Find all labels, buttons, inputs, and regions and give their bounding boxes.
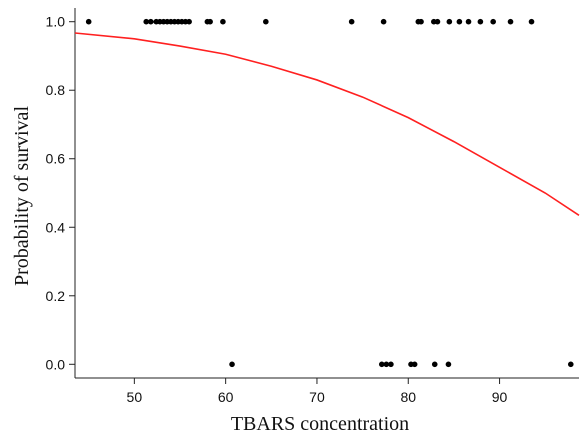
data-point	[348, 18, 355, 25]
data-point	[388, 361, 394, 368]
data-point	[431, 361, 438, 368]
y-tick-label: 0.0	[46, 356, 66, 372]
x-tick-label: 70	[309, 389, 325, 405]
data-point	[411, 361, 418, 368]
data-point	[147, 18, 154, 25]
data-point	[220, 18, 226, 25]
x-tick-label: 60	[218, 389, 234, 405]
data-point	[263, 18, 269, 25]
x-axis-title: TBARS concentration	[231, 413, 409, 435]
data-point	[186, 18, 192, 25]
x-tick-label: 50	[127, 389, 143, 405]
data-point	[380, 18, 387, 25]
data-point	[85, 18, 92, 25]
axes	[74, 8, 579, 379]
data-point	[445, 361, 452, 368]
data-point	[456, 18, 463, 25]
y-tick-label: 0.8	[46, 82, 66, 98]
data-point	[434, 18, 441, 25]
data-point	[378, 361, 385, 368]
data-point	[383, 361, 390, 368]
data-point	[507, 18, 514, 25]
data-point	[465, 18, 472, 25]
data-point	[477, 18, 484, 25]
data-point	[528, 18, 535, 25]
data-point	[207, 18, 213, 25]
data-point	[446, 18, 453, 25]
data-point	[143, 18, 150, 25]
data-point	[567, 361, 574, 368]
y-tick-label: 0.6	[46, 151, 66, 167]
x-tick-label: 80	[400, 389, 416, 405]
fitted-curve	[74, 32, 580, 216]
data-point	[490, 18, 496, 25]
fitted-curve-group	[74, 32, 580, 216]
ticks-group: 50 60 70 80 90 0.0 0.2 0.4 0.6 0.8 1.0	[46, 14, 508, 405]
y-axis-title: Probability of survival	[11, 106, 33, 286]
data-points-group	[85, 18, 574, 368]
data-point	[418, 18, 424, 25]
y-tick-label: 0.2	[46, 288, 66, 304]
y-tick-label: 1.0	[46, 14, 66, 30]
x-tick-label: 90	[492, 389, 508, 405]
data-point	[229, 361, 235, 368]
y-tick-label: 0.4	[46, 219, 66, 235]
